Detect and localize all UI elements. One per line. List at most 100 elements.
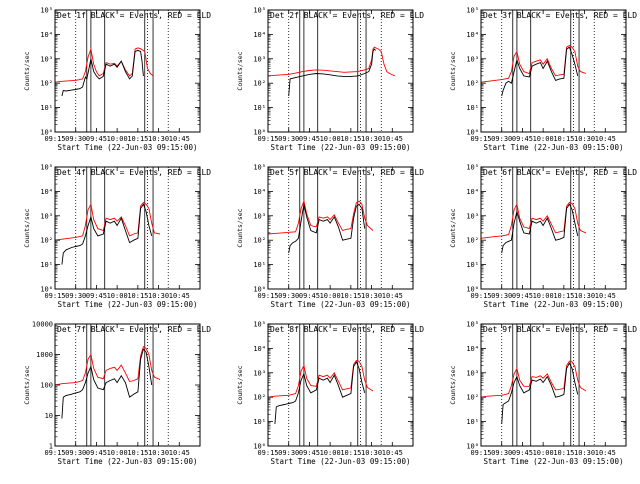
x-tick-label: 10:15 bbox=[340, 135, 361, 143]
y-tick-label: 10⁴ bbox=[253, 188, 266, 196]
x-tick-label: 09:30 bbox=[278, 135, 299, 143]
y-axis-label: Counts/sec bbox=[449, 51, 457, 90]
y-tick-label: 10⁰ bbox=[253, 129, 266, 137]
panel-title: Det 3f BLACK = Events, RED = LLD bbox=[483, 11, 637, 20]
events-series-line bbox=[501, 362, 579, 425]
y-tick-label: 10² bbox=[40, 80, 53, 88]
y-axis-label: Counts/sec bbox=[236, 51, 244, 90]
events-series-line bbox=[288, 48, 377, 97]
x-tick-label: 10:00 bbox=[533, 449, 554, 457]
y-tick-label: 10⁴ bbox=[40, 31, 53, 39]
x-axis-label: Start Time (22-Jun-03 09:15:00) bbox=[271, 143, 411, 152]
x-tick-label: 10:15 bbox=[553, 292, 574, 300]
x-tick-label: 10:45 bbox=[169, 449, 190, 457]
y-tick-label: 10⁵ bbox=[40, 164, 53, 172]
plot-frame bbox=[267, 166, 414, 290]
lld-series-line bbox=[480, 44, 587, 83]
x-tick-label: 09:15 bbox=[470, 449, 491, 457]
x-tick-label: 10:45 bbox=[382, 135, 403, 143]
plot-frame bbox=[480, 9, 627, 133]
y-tick-label: 10³ bbox=[466, 369, 479, 377]
y-tick-label: 10⁴ bbox=[466, 188, 479, 196]
x-tick-label: 10:45 bbox=[169, 292, 190, 300]
y-tick-label: 10⁰ bbox=[466, 286, 479, 294]
x-axis-label: Start Time (22-Jun-03 09:15:00) bbox=[484, 300, 624, 309]
x-tick-label: 09:45 bbox=[86, 449, 107, 457]
y-tick-label: 10⁴ bbox=[253, 345, 266, 353]
x-tick-label: 09:15 bbox=[44, 292, 65, 300]
x-tick-label: 09:15 bbox=[257, 292, 278, 300]
y-tick-label: 10³ bbox=[253, 212, 266, 220]
x-axis-label: Start Time (22-Jun-03 09:15:00) bbox=[58, 300, 198, 309]
panel-title: Det 6f BLACK = Events, RED = LLD bbox=[483, 168, 637, 177]
events-series-line bbox=[501, 203, 579, 254]
y-tick-label: 10³ bbox=[466, 55, 479, 63]
y-tick-label: 10¹ bbox=[466, 261, 479, 269]
x-tick-label: 10:30 bbox=[148, 292, 169, 300]
lld-series-line bbox=[54, 47, 154, 83]
y-tick-label: 10¹ bbox=[466, 418, 479, 426]
x-tick-label: 10:45 bbox=[595, 292, 616, 300]
x-tick-label: 10:30 bbox=[574, 135, 595, 143]
x-axis-label: Start Time (22-Jun-03 09:15:00) bbox=[271, 300, 411, 309]
x-tick-label: 10:30 bbox=[361, 292, 382, 300]
events-series-line bbox=[61, 49, 144, 97]
x-tick-label: 09:30 bbox=[65, 292, 86, 300]
events-series-line bbox=[288, 203, 366, 254]
lld-series-line bbox=[54, 346, 161, 386]
y-tick-label: 10⁴ bbox=[40, 188, 53, 196]
y-tick-label: 10² bbox=[466, 394, 479, 402]
x-tick-label: 10:45 bbox=[382, 292, 403, 300]
y-tick-label: 10⁰ bbox=[40, 129, 53, 137]
y-tick-label: 10⁵ bbox=[253, 321, 266, 329]
y-tick-label: 10⁵ bbox=[40, 7, 53, 15]
x-tick-label: 09:30 bbox=[65, 449, 86, 457]
panel-title: Det 7f BLACK = Events, RED = LLD bbox=[57, 325, 211, 334]
y-tick-label: 100 bbox=[40, 382, 53, 390]
events-series-line bbox=[61, 348, 153, 419]
y-axis-label: Counts/sec bbox=[449, 365, 457, 404]
y-tick-label: 10⁰ bbox=[40, 286, 53, 294]
x-tick-label: 10:15 bbox=[127, 135, 148, 143]
plot-frame bbox=[267, 9, 414, 133]
x-tick-label: 09:30 bbox=[491, 449, 512, 457]
lld-series-line bbox=[267, 359, 374, 398]
y-tick-label: 10² bbox=[466, 237, 479, 245]
x-axis-label: Start Time (22-Jun-03 09:15:00) bbox=[58, 143, 198, 152]
y-tick-label: 10¹ bbox=[253, 261, 266, 269]
x-tick-label: 10:30 bbox=[148, 449, 169, 457]
y-axis-label: Counts/sec bbox=[449, 208, 457, 247]
y-tick-label: 10³ bbox=[253, 369, 266, 377]
x-tick-label: 10:30 bbox=[361, 449, 382, 457]
plot-frame bbox=[54, 166, 201, 290]
y-tick-label: 10⁵ bbox=[466, 7, 479, 15]
y-tick-label: 10⁵ bbox=[466, 164, 479, 172]
panel-title: Det 1f BLACK = Events, RED = LLD bbox=[57, 11, 211, 20]
x-tick-label: 10:15 bbox=[553, 135, 574, 143]
x-tick-label: 10:30 bbox=[148, 135, 169, 143]
lld-series-line bbox=[480, 360, 587, 398]
y-tick-label: 10⁴ bbox=[466, 31, 479, 39]
x-tick-label: 10:45 bbox=[595, 135, 616, 143]
y-tick-label: 10⁰ bbox=[253, 443, 266, 451]
x-axis-label: Start Time (22-Jun-03 09:15:00) bbox=[271, 457, 411, 466]
x-tick-label: 10:15 bbox=[553, 449, 574, 457]
x-tick-label: 10:30 bbox=[574, 292, 595, 300]
x-tick-label: 09:45 bbox=[86, 135, 107, 143]
y-tick-label: 10³ bbox=[40, 212, 53, 220]
y-tick-label: 10 bbox=[45, 412, 53, 420]
y-tick-label: 1000 bbox=[36, 351, 53, 359]
y-tick-label: 10³ bbox=[466, 212, 479, 220]
x-tick-label: 09:45 bbox=[299, 292, 320, 300]
x-tick-label: 10:00 bbox=[320, 292, 341, 300]
plot-frame bbox=[54, 323, 201, 447]
events-series-line bbox=[274, 360, 366, 425]
x-tick-label: 09:15 bbox=[470, 292, 491, 300]
x-tick-label: 09:15 bbox=[257, 449, 278, 457]
x-tick-label: 09:45 bbox=[299, 449, 320, 457]
